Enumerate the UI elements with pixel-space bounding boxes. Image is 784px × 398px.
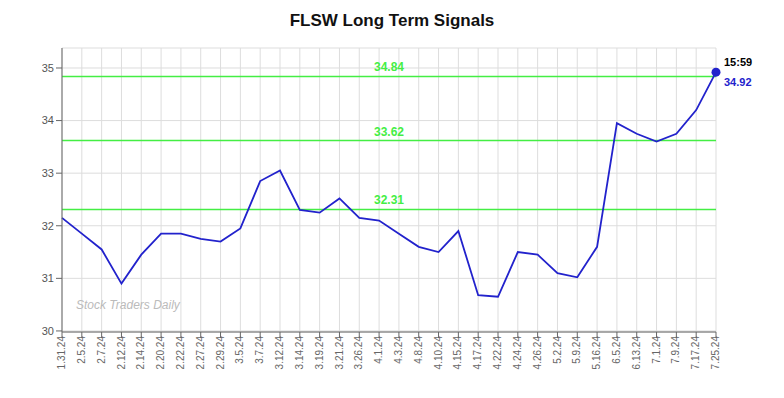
svg-text:2.7.24: 2.7.24	[96, 336, 107, 364]
svg-text:4.15.24: 4.15.24	[452, 336, 463, 370]
svg-text:7.9.24: 7.9.24	[670, 336, 681, 364]
svg-text:2.14.24: 2.14.24	[135, 336, 146, 370]
svg-text:34: 34	[42, 114, 54, 126]
svg-text:15:59: 15:59	[724, 56, 752, 68]
svg-text:2.27.24: 2.27.24	[195, 336, 206, 370]
svg-text:32: 32	[42, 220, 54, 232]
svg-text:3.12.24: 3.12.24	[274, 336, 285, 370]
svg-text:4.10.24: 4.10.24	[433, 336, 444, 370]
svg-text:32.31: 32.31	[374, 193, 404, 207]
svg-text:3.7.24: 3.7.24	[254, 336, 265, 364]
svg-text:4.1.24: 4.1.24	[373, 336, 384, 364]
svg-text:4.24.24: 4.24.24	[512, 336, 523, 370]
svg-text:2.29.24: 2.29.24	[215, 336, 226, 370]
svg-text:4.26.24: 4.26.24	[532, 336, 543, 370]
svg-text:3.26.24: 3.26.24	[353, 336, 364, 370]
svg-text:33.62: 33.62	[374, 125, 404, 139]
svg-text:6.13.24: 6.13.24	[631, 336, 642, 370]
svg-text:7.1.24: 7.1.24	[651, 336, 662, 364]
svg-text:5.2.24: 5.2.24	[552, 336, 563, 364]
svg-text:2.5.24: 2.5.24	[76, 336, 87, 364]
svg-text:2.22.24: 2.22.24	[175, 336, 186, 370]
svg-text:4.22.24: 4.22.24	[492, 336, 503, 370]
svg-text:2.20.24: 2.20.24	[155, 336, 166, 370]
svg-text:4.17.24: 4.17.24	[472, 336, 483, 370]
svg-text:3.21.24: 3.21.24	[334, 336, 345, 370]
svg-text:2.12.24: 2.12.24	[116, 336, 127, 370]
svg-text:31: 31	[42, 272, 54, 284]
svg-text:4.8.24: 4.8.24	[413, 336, 424, 364]
html-text:Stock Traders Daily: Stock Traders Daily	[76, 298, 180, 312]
svg-text:7.25.24: 7.25.24	[710, 336, 721, 370]
svg-text:3.14.24: 3.14.24	[294, 336, 305, 370]
svg-text:7.17.24: 7.17.24	[690, 336, 701, 370]
svg-text:34.84: 34.84	[374, 60, 404, 74]
svg-text:5.16.24: 5.16.24	[591, 336, 602, 370]
svg-text:34.92: 34.92	[724, 76, 752, 88]
svg-text:5.9.24: 5.9.24	[571, 336, 582, 364]
svg-text:3.5.24: 3.5.24	[234, 336, 245, 364]
svg-text:4.3.24: 4.3.24	[393, 336, 404, 364]
svg-text:33: 33	[42, 167, 54, 179]
svg-text:1.31.24: 1.31.24	[56, 336, 67, 370]
svg-text:35: 35	[42, 62, 54, 74]
svg-text:6.5.24: 6.5.24	[611, 336, 622, 364]
html-text:FLSW Long Term Signals: FLSW Long Term Signals	[289, 11, 495, 30]
svg-text:3.19.24: 3.19.24	[314, 336, 325, 370]
svg-text:30: 30	[42, 325, 54, 337]
